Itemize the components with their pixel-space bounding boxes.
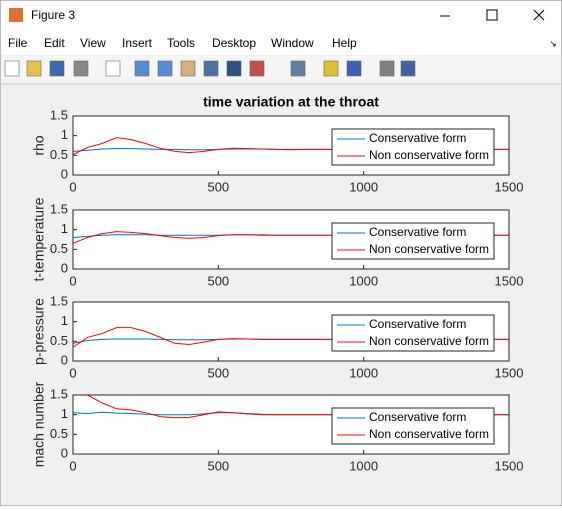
axes-box bbox=[72, 301, 510, 362]
chart-title: time variation at the throat bbox=[203, 94, 379, 110]
y-tick-label: 0.5 bbox=[50, 426, 68, 441]
x-tick-label: 1500 bbox=[495, 365, 524, 380]
legend-label: Non conservative form bbox=[369, 148, 489, 162]
y-tick-label: 1.5 bbox=[50, 386, 68, 401]
menu-item[interactable]: Insert bbox=[122, 36, 153, 50]
menu-item[interactable]: Desktop bbox=[212, 36, 256, 50]
y-axis-label: rho bbox=[31, 135, 47, 155]
x-tick-label: 500 bbox=[207, 365, 229, 380]
title-bar bbox=[1, 1, 561, 31]
x-tick-label: 0 bbox=[69, 458, 76, 473]
toolbar-button[interactable] bbox=[134, 60, 150, 77]
y-axis-label: mach number bbox=[31, 381, 47, 467]
legend-box bbox=[331, 222, 495, 260]
toolbar-button[interactable] bbox=[73, 60, 89, 77]
y-tick-label: 0 bbox=[61, 445, 68, 460]
legend-label: Conservative form bbox=[369, 225, 466, 239]
x-tick-label: 1500 bbox=[495, 179, 524, 194]
x-tick-label: 1500 bbox=[495, 273, 524, 288]
axes-box bbox=[72, 115, 510, 176]
y-tick-label: 0.5 bbox=[50, 241, 68, 256]
x-tick-label: 0 bbox=[69, 179, 76, 194]
legend-label: Non conservative form bbox=[369, 334, 489, 348]
toolbar-button[interactable] bbox=[157, 60, 173, 77]
y-tick-label: 1 bbox=[61, 221, 68, 236]
legend-label: Non conservative form bbox=[369, 242, 489, 256]
y-tick-label: 1.5 bbox=[50, 201, 68, 216]
x-tick-label: 0 bbox=[69, 273, 76, 288]
app-icon bbox=[9, 8, 23, 22]
toolbar-button[interactable] bbox=[290, 60, 306, 77]
toolbar-button[interactable] bbox=[26, 60, 42, 77]
legend-box bbox=[331, 407, 495, 445]
toolbar-button[interactable] bbox=[180, 60, 196, 77]
axes-box bbox=[72, 209, 510, 270]
legend-label: Conservative form bbox=[369, 410, 466, 424]
y-tick-label: 1.5 bbox=[50, 293, 68, 308]
x-tick-label: 1000 bbox=[349, 458, 378, 473]
x-tick-label: 1000 bbox=[349, 365, 378, 380]
legend-box bbox=[331, 314, 495, 352]
close-button[interactable] bbox=[533, 9, 545, 21]
legend-label: Conservative form bbox=[369, 131, 466, 145]
menu-item[interactable]: Help bbox=[332, 36, 357, 50]
menu-item[interactable]: File bbox=[8, 36, 28, 50]
toolbar-button[interactable] bbox=[346, 60, 362, 77]
menu-item[interactable]: Window bbox=[271, 36, 314, 50]
legend-label: Conservative form bbox=[369, 317, 466, 331]
x-tick-label: 500 bbox=[207, 458, 229, 473]
menu-bar bbox=[1, 31, 561, 55]
y-axis-label: p-pressure bbox=[31, 298, 47, 365]
x-tick-label: 0 bbox=[69, 365, 76, 380]
x-tick-label: 1500 bbox=[495, 458, 524, 473]
y-tick-label: 0 bbox=[61, 166, 68, 181]
toolbar-button[interactable] bbox=[203, 60, 219, 77]
menu-item[interactable]: Tools bbox=[167, 36, 195, 50]
toolbar-button[interactable] bbox=[400, 60, 416, 77]
toolbar-button[interactable] bbox=[49, 60, 65, 77]
y-tick-label: 0 bbox=[61, 260, 68, 275]
toolbar-button[interactable] bbox=[226, 60, 242, 77]
toolbar-button[interactable] bbox=[105, 60, 121, 77]
y-tick-label: 1 bbox=[61, 313, 68, 328]
y-tick-label: 0.5 bbox=[50, 333, 68, 348]
y-tick-label: 0.5 bbox=[50, 147, 68, 162]
axes-box bbox=[72, 394, 510, 455]
maximize-button[interactable] bbox=[486, 9, 498, 21]
y-tick-label: 0 bbox=[61, 352, 68, 367]
legend-label: Non conservative form bbox=[369, 427, 489, 441]
x-tick-label: 500 bbox=[207, 273, 229, 288]
toolbar-button[interactable] bbox=[323, 60, 339, 77]
toolbar-button[interactable] bbox=[4, 60, 20, 77]
y-tick-label: 1.5 bbox=[50, 107, 68, 122]
toolbar-button[interactable] bbox=[249, 60, 265, 77]
x-tick-label: 500 bbox=[207, 179, 229, 194]
legend-box bbox=[331, 128, 495, 166]
x-tick-label: 1000 bbox=[349, 179, 378, 194]
window-title: Figure 3 bbox=[31, 8, 75, 22]
y-axis-label: t-temperature bbox=[31, 197, 47, 281]
y-tick-label: 1 bbox=[61, 127, 68, 142]
toolbar bbox=[1, 56, 561, 83]
dock-arrow[interactable]: ↘ bbox=[549, 38, 557, 48]
menu-item[interactable]: Edit bbox=[44, 36, 65, 50]
x-tick-label: 1000 bbox=[349, 273, 378, 288]
menu-item[interactable]: View bbox=[80, 36, 106, 50]
y-tick-label: 1 bbox=[61, 406, 68, 421]
toolbar-button[interactable] bbox=[379, 60, 395, 77]
